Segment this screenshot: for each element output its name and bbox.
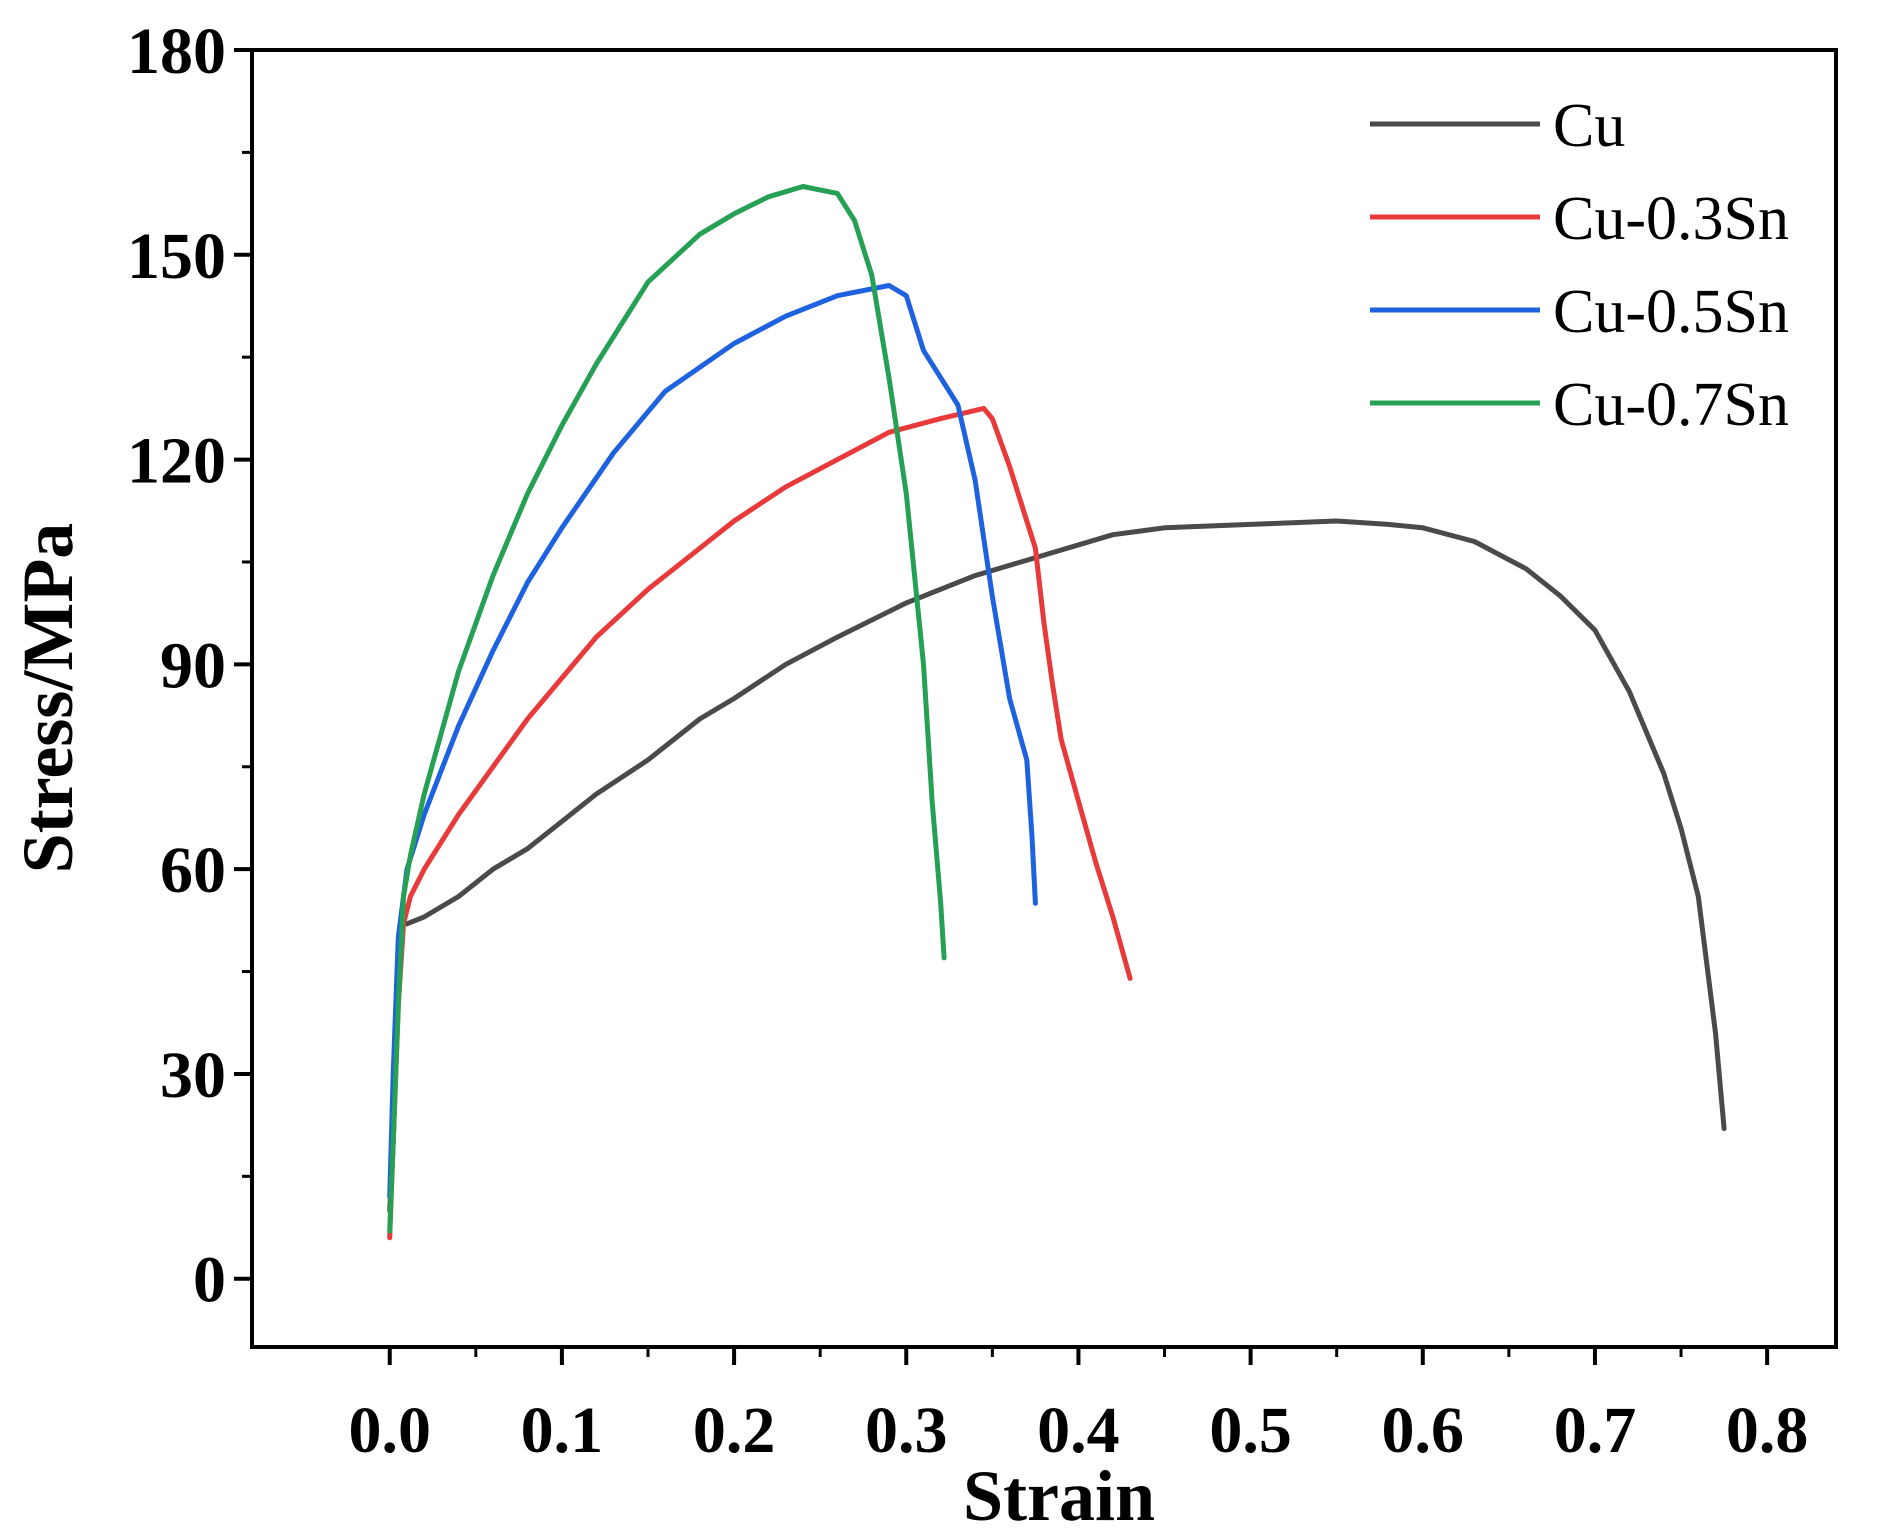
legend: Cu Cu-0.3Sn Cu-0.5Sn Cu-0.7Sn [1370, 92, 1789, 439]
x-tick-label: 0.2 [693, 1394, 776, 1467]
legend-label: Cu [1553, 92, 1625, 160]
y-tick-label: 90 [160, 629, 226, 702]
y-tick-label: 180 [127, 15, 226, 88]
series-line-cu [387, 518, 1727, 1213]
y-tick-label: 120 [127, 425, 226, 498]
legend-label: Cu-0.5Sn [1553, 278, 1789, 346]
x-tick-label: 0.4 [1037, 1394, 1120, 1467]
legend-label: Cu-0.7Sn [1553, 371, 1789, 439]
x-tick-label: 0.0 [348, 1394, 431, 1467]
x-tick-label: 0.1 [521, 1394, 604, 1467]
x-tick-label: 0.6 [1382, 1394, 1465, 1467]
plot-frame [250, 48, 1838, 1349]
x-tick-label: 0.5 [1209, 1394, 1292, 1467]
x-tick-label: 0.8 [1726, 1394, 1809, 1467]
series-line-cu-0-3sn [387, 405, 1133, 1241]
series-line-cu-0-7sn [387, 184, 947, 1234]
x-axis-title: Strain [963, 1456, 1155, 1536]
y-tick-label: 0 [193, 1244, 226, 1317]
x-tick-label: 0.7 [1554, 1394, 1637, 1467]
y-tick-label: 30 [160, 1039, 226, 1112]
series-line-cu-0-5sn [387, 283, 1038, 1200]
x-tick-label: 0.3 [865, 1394, 948, 1467]
y-tick-label: 60 [160, 834, 226, 907]
ticks-layer: 0.0 0.1 0.2 0.3 0.4 0.5 0.6 0.7 0.8 0 30 60 90 120 150… [127, 15, 1808, 1467]
legend-label: Cu-0.3Sn [1553, 185, 1789, 253]
y-tick-label: 150 [127, 220, 226, 293]
series-layer [387, 184, 1727, 1241]
y-axis-title: Stress/MPa [8, 523, 88, 874]
